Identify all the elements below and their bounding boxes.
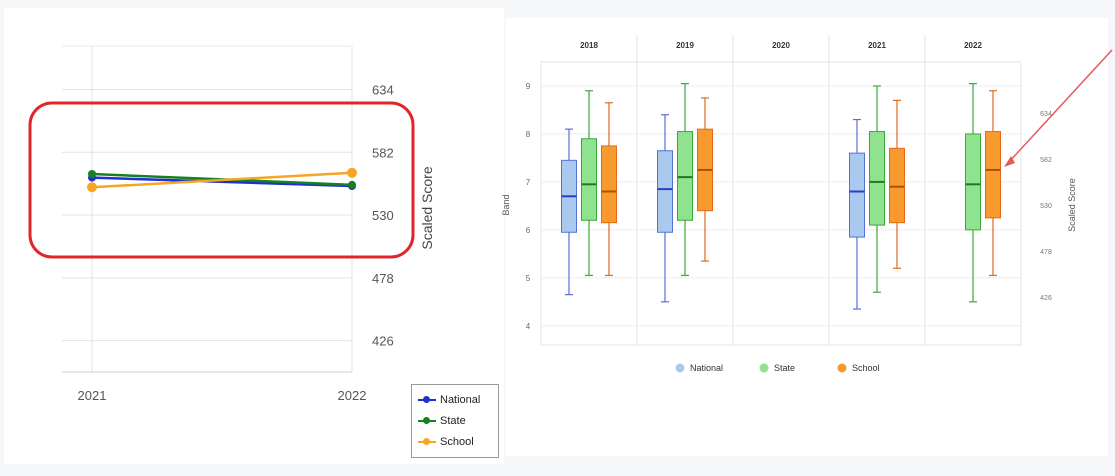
highlight-box bbox=[28, 101, 415, 259]
box-school-2021 bbox=[889, 147, 905, 224]
y-tick-label: 4 bbox=[526, 322, 531, 331]
data-point-school bbox=[87, 182, 97, 193]
y-axis-title: Band bbox=[501, 194, 511, 215]
legend-swatch-school bbox=[837, 363, 847, 373]
legend-item-national[interactable]: National bbox=[418, 389, 492, 410]
box-national-2019 bbox=[657, 150, 673, 233]
data-point-state bbox=[88, 169, 96, 178]
left-line-chart: 426 478 530 582 634 2021 2022 Scaled Score bbox=[28, 45, 435, 403]
legend-swatch-national bbox=[675, 363, 685, 373]
box-state-2022 bbox=[965, 133, 981, 231]
box-state-2018 bbox=[581, 138, 597, 221]
legend-item-state[interactable]: State bbox=[418, 410, 492, 431]
y-tick-label: 7 bbox=[526, 178, 531, 187]
state-marker-icon bbox=[418, 416, 436, 426]
y-tick-label: 8 bbox=[526, 130, 531, 139]
category-header: 2019 bbox=[676, 41, 694, 50]
legend-label: National bbox=[440, 393, 481, 406]
series-line-national bbox=[91, 176, 353, 188]
y-tick-label: 6 bbox=[526, 226, 531, 235]
legend-swatch-state bbox=[759, 363, 769, 373]
box-state-2019 bbox=[677, 131, 693, 221]
y-tick-label: 9 bbox=[526, 82, 531, 91]
annotation-arrowhead bbox=[1004, 156, 1015, 167]
legend-label: School bbox=[440, 435, 474, 448]
box-state-2021 bbox=[869, 131, 885, 226]
y2-tick-label: 530 bbox=[1040, 203, 1052, 210]
category-header: 2021 bbox=[868, 41, 886, 50]
y-tick-label: 634 bbox=[372, 82, 394, 97]
right-panel-background bbox=[506, 18, 1108, 456]
y2-tick-label: 582 bbox=[1040, 157, 1052, 164]
box-national-2021 bbox=[849, 152, 865, 238]
category-header: 2020 bbox=[772, 41, 790, 50]
category-header: 2022 bbox=[964, 41, 982, 50]
y-tick-label: 582 bbox=[372, 145, 394, 160]
annotation-arrow bbox=[1007, 49, 1113, 164]
y2-tick-label: 426 bbox=[1040, 295, 1052, 302]
national-marker-icon bbox=[418, 395, 436, 405]
data-point-school bbox=[347, 167, 357, 178]
series-line-school bbox=[91, 171, 353, 189]
category-header: 2018 bbox=[580, 41, 598, 50]
y-tick-label: 5 bbox=[526, 274, 531, 283]
legend-label: State bbox=[440, 414, 466, 427]
y2-axis-title: Scaled Score bbox=[1067, 178, 1077, 232]
legend-label-national: National bbox=[690, 363, 723, 373]
legend-label-school: School bbox=[852, 363, 880, 373]
data-point-state bbox=[348, 180, 356, 189]
x-tick-label: 2021 bbox=[78, 388, 107, 403]
legend-label-state: State bbox=[774, 363, 795, 373]
y-axis-title: Scaled Score bbox=[419, 166, 435, 249]
y-tick-label: 426 bbox=[372, 334, 394, 349]
legend-item-school[interactable]: School bbox=[418, 431, 492, 452]
y2-tick-label: 478 bbox=[1040, 249, 1052, 256]
x-tick-label: 2022 bbox=[338, 388, 367, 403]
y2-tick-label: 634 bbox=[1040, 111, 1052, 118]
y-tick-label: 478 bbox=[372, 271, 394, 286]
school-marker-icon bbox=[418, 437, 436, 447]
plot-area-border bbox=[540, 61, 1022, 346]
right-box-chart: 4 5 6 7 8 9 426 478 530 582 634 Band Scaled Score 201… bbox=[501, 35, 1113, 373]
line-chart-legend: National State School bbox=[411, 384, 499, 458]
y-tick-label: 530 bbox=[372, 208, 394, 223]
box-school-2018 bbox=[601, 145, 617, 224]
box-school-2022 bbox=[985, 131, 1001, 219]
